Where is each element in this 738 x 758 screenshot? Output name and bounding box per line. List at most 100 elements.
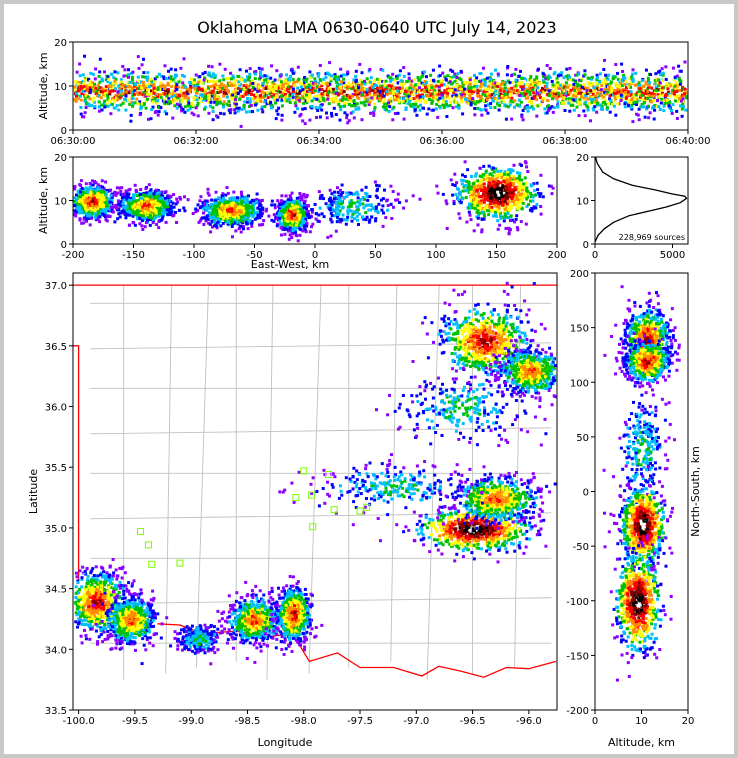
density-cell [503, 92, 507, 96]
density-cell [251, 82, 255, 85]
density-cell [576, 84, 580, 88]
density-cell [144, 198, 147, 202]
density-cell [206, 73, 210, 77]
density-cell [101, 79, 105, 83]
density-cell [445, 115, 449, 118]
density-cell [487, 84, 491, 88]
density-cell [572, 94, 576, 98]
density-cell [148, 195, 151, 199]
density-cell [119, 80, 123, 84]
density-cell [523, 77, 527, 80]
density-cell [223, 198, 227, 202]
density-cell [242, 78, 245, 82]
density-cell [596, 101, 600, 105]
density-cell [162, 75, 166, 79]
density-cell [221, 221, 225, 225]
density-cell [614, 82, 618, 86]
density-cell [118, 211, 122, 215]
density-cell [259, 200, 262, 204]
density-cell [300, 94, 304, 98]
y-tick-label: 10 [54, 82, 67, 93]
density-cell [434, 107, 438, 111]
density-cell [500, 100, 504, 104]
density-cell [221, 103, 225, 107]
density-cell [379, 68, 383, 71]
density-cell [368, 92, 372, 96]
density-cell [674, 95, 678, 99]
density-cell [140, 105, 144, 109]
density-cell [373, 106, 377, 110]
density-cell [372, 113, 376, 117]
density-cell [234, 91, 238, 95]
density-cell [130, 200, 134, 204]
density-cell [82, 84, 86, 88]
density-cell [84, 106, 88, 109]
density-cell [572, 85, 576, 89]
density-cell [333, 73, 337, 77]
density-cell [582, 109, 586, 113]
density-cell [226, 88, 230, 92]
density-cell [94, 213, 98, 217]
density-cell [93, 199, 97, 203]
density-cell [543, 88, 547, 92]
density-cell [417, 80, 421, 84]
density-cell [551, 85, 554, 89]
density-cell [541, 79, 545, 83]
density-cell [207, 96, 211, 100]
density-cell [194, 210, 198, 214]
density-cell [240, 195, 244, 199]
density-cell [247, 91, 251, 94]
density-cell [223, 67, 227, 71]
density-cell [636, 113, 640, 117]
density-cell [312, 97, 316, 101]
density-cell [469, 86, 473, 90]
density-cell [107, 197, 111, 201]
density-cell [435, 93, 439, 97]
density-cell [107, 84, 111, 88]
density-cell [325, 89, 329, 93]
density-cell [359, 101, 363, 105]
density-cell [136, 214, 140, 218]
density-cell [296, 65, 300, 69]
density-cell [109, 203, 112, 206]
density-cell [147, 117, 150, 121]
density-cell [117, 186, 121, 190]
density-cell [113, 79, 117, 83]
density-cell [105, 199, 109, 203]
density-cell [582, 84, 586, 88]
density-cell [589, 119, 592, 123]
density-cell [441, 103, 445, 107]
density-cell [227, 77, 231, 81]
density-cell [426, 89, 430, 93]
density-cell [108, 100, 112, 104]
density-cell [209, 205, 213, 209]
density-cell [155, 192, 159, 196]
density-cell [176, 96, 180, 100]
density-cell [616, 89, 620, 93]
density-cell [163, 110, 167, 114]
density-cell [80, 187, 84, 190]
density-cell [155, 75, 159, 79]
density-cell [192, 85, 196, 89]
density-cell [183, 105, 187, 109]
density-cell [372, 102, 376, 106]
density-cell [644, 68, 648, 72]
density-cell [447, 89, 451, 93]
density-cell [372, 93, 376, 97]
density-cell [90, 202, 94, 206]
density-cell [623, 76, 627, 80]
density-cell [656, 78, 660, 82]
density-cell [245, 199, 249, 203]
density-cell [520, 77, 524, 80]
density-cell [87, 102, 91, 106]
density-cell [239, 230, 243, 234]
density-cell [375, 92, 379, 96]
density-cell [123, 206, 127, 210]
density-cell [116, 217, 120, 221]
density-cell [113, 191, 117, 195]
density-cell [436, 79, 440, 83]
density-cell [135, 200, 139, 204]
density-cell [271, 95, 275, 99]
density-cell [152, 196, 156, 200]
density-cell [104, 78, 108, 82]
